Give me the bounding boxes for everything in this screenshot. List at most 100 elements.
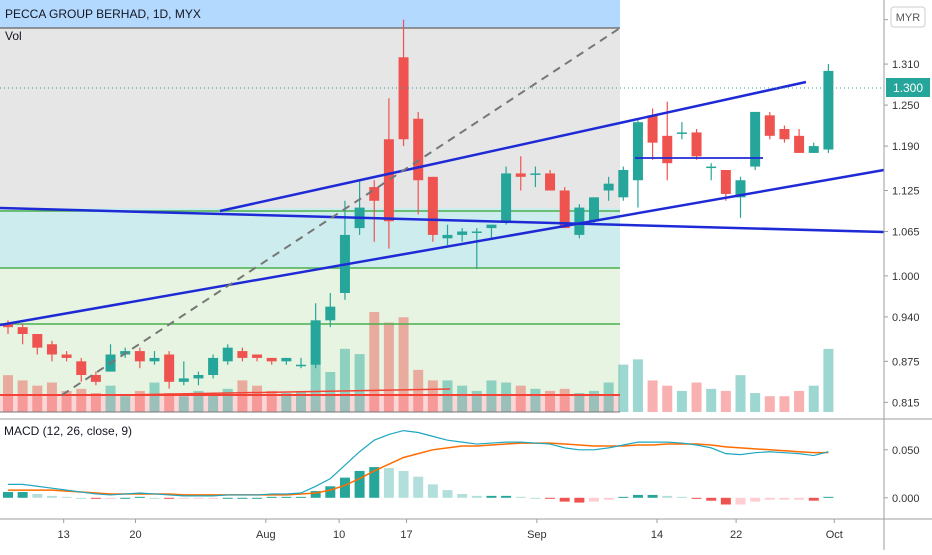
candle-body (676, 132, 687, 134)
chart-title: PECCA GROUP BERHAD, 1D, MYX (5, 7, 201, 21)
macd-tick-label: 0.050 (892, 445, 920, 457)
macd-histogram-bar (486, 495, 497, 498)
last-price-badge (886, 78, 930, 97)
candle-Sep-03 (603, 176, 614, 201)
volume-bar (457, 385, 468, 412)
candle-body (32, 334, 43, 348)
candle-body (735, 180, 746, 198)
candle-Sep-24 (823, 64, 834, 153)
macd-histogram-bar (134, 496, 145, 498)
candle-body (252, 354, 263, 358)
macd-histogram-bar (369, 467, 380, 498)
volume-bar (750, 393, 761, 412)
volume-bar (471, 390, 482, 412)
candle-Aug-27 (530, 166, 541, 188)
candle-Aug-31 (559, 187, 570, 229)
macd-histogram-bar (281, 496, 292, 498)
candle-Sep-07 (632, 118, 643, 208)
candle-body (46, 344, 57, 355)
macd-histogram-bar (310, 491, 321, 498)
volume-bar (589, 390, 599, 412)
candle-body (574, 207, 585, 235)
macd-histogram-bar (764, 497, 775, 500)
volume-bar (676, 390, 687, 412)
volume-bar (632, 359, 643, 412)
candle-body (471, 231, 482, 233)
macd-histogram-bar (164, 497, 175, 499)
currency-badge[interactable] (890, 6, 926, 28)
volume-label: Vol (5, 29, 22, 43)
volume-bar (61, 390, 72, 412)
price-axis[interactable]: 1.3751.3101.2501.1901.1251.0651.0000.940… (884, 15, 920, 505)
macd-histogram-bar (515, 496, 526, 498)
macd-panel[interactable] (3, 429, 834, 505)
candle-Sep-01 (574, 204, 585, 239)
channel-lower-line[interactable] (0, 168, 885, 327)
channel-upper-line[interactable] (219, 80, 807, 213)
volume-bar (296, 390, 306, 412)
shade-grey-zone (0, 28, 620, 208)
candle-body (750, 111, 761, 167)
candle-body (149, 357, 160, 362)
candle-body (427, 176, 438, 235)
volume-bar (310, 364, 321, 412)
candle-Aug-05 (296, 357, 306, 369)
price-tick-label: 1.250 (892, 100, 920, 112)
candle-body (266, 357, 277, 362)
macd-histogram-bar (589, 497, 599, 502)
macd-histogram-bar (354, 470, 365, 498)
volume-bar (706, 388, 717, 412)
volume-bar (237, 380, 248, 412)
price-tick-label: 1.125 (892, 186, 920, 198)
candle-body (764, 115, 775, 136)
candle-Jul-09 (17, 323, 28, 345)
volume-bar (427, 380, 438, 412)
candle-body (3, 323, 13, 328)
time-tick-label: 17 (400, 529, 412, 541)
candle-body (589, 197, 599, 222)
volume-bar (46, 382, 57, 412)
macd-histogram-bar (471, 495, 482, 498)
candle-body (457, 231, 468, 235)
volume-bar (545, 390, 556, 412)
time-tick-label: 10 (333, 529, 345, 541)
candle-body (486, 224, 497, 229)
macd-histogram-bar (178, 497, 189, 499)
candle-Jul-24 (178, 361, 189, 386)
candle-body (17, 327, 28, 334)
candle-body (501, 173, 512, 222)
candles[interactable] (3, 19, 834, 389)
macd-histogram-bar (559, 497, 570, 502)
macd-histogram-bar (750, 497, 761, 502)
candle-body (530, 173, 541, 175)
candle-Jul-15 (76, 357, 87, 382)
volume-bar (281, 393, 292, 412)
candle-body (208, 357, 219, 375)
candle-Aug-21 (471, 228, 482, 270)
candle-body (515, 173, 526, 177)
volume-bar (808, 385, 819, 412)
macd-histogram-bar (662, 495, 673, 498)
volume-bar (442, 380, 453, 412)
macd-histogram-bar (32, 493, 43, 498)
macd-histogram-bar (823, 496, 834, 498)
time-axis[interactable]: 13 20 Aug 10 17 Sep 14 22 Oct (58, 519, 843, 541)
volume-bar (413, 369, 424, 412)
resistance-trend-line[interactable] (0, 206, 885, 234)
candle-body (603, 183, 614, 191)
candle-Jul-31 (252, 354, 263, 362)
volume-bar (120, 396, 131, 412)
macd-histogram-bar (545, 497, 556, 499)
candle-Aug-19 (442, 224, 453, 246)
candle-Aug-03 (266, 357, 277, 365)
candle-Aug-26 (515, 156, 526, 191)
candle-body (296, 364, 306, 367)
candle-body (178, 378, 189, 382)
time-tick-label: 13 (58, 529, 70, 541)
candle-Jul-22 (149, 351, 160, 365)
candle-body (647, 115, 658, 143)
candle-Jul-30 (237, 347, 248, 362)
volume-bar (208, 393, 219, 412)
candle-body (808, 146, 819, 153)
